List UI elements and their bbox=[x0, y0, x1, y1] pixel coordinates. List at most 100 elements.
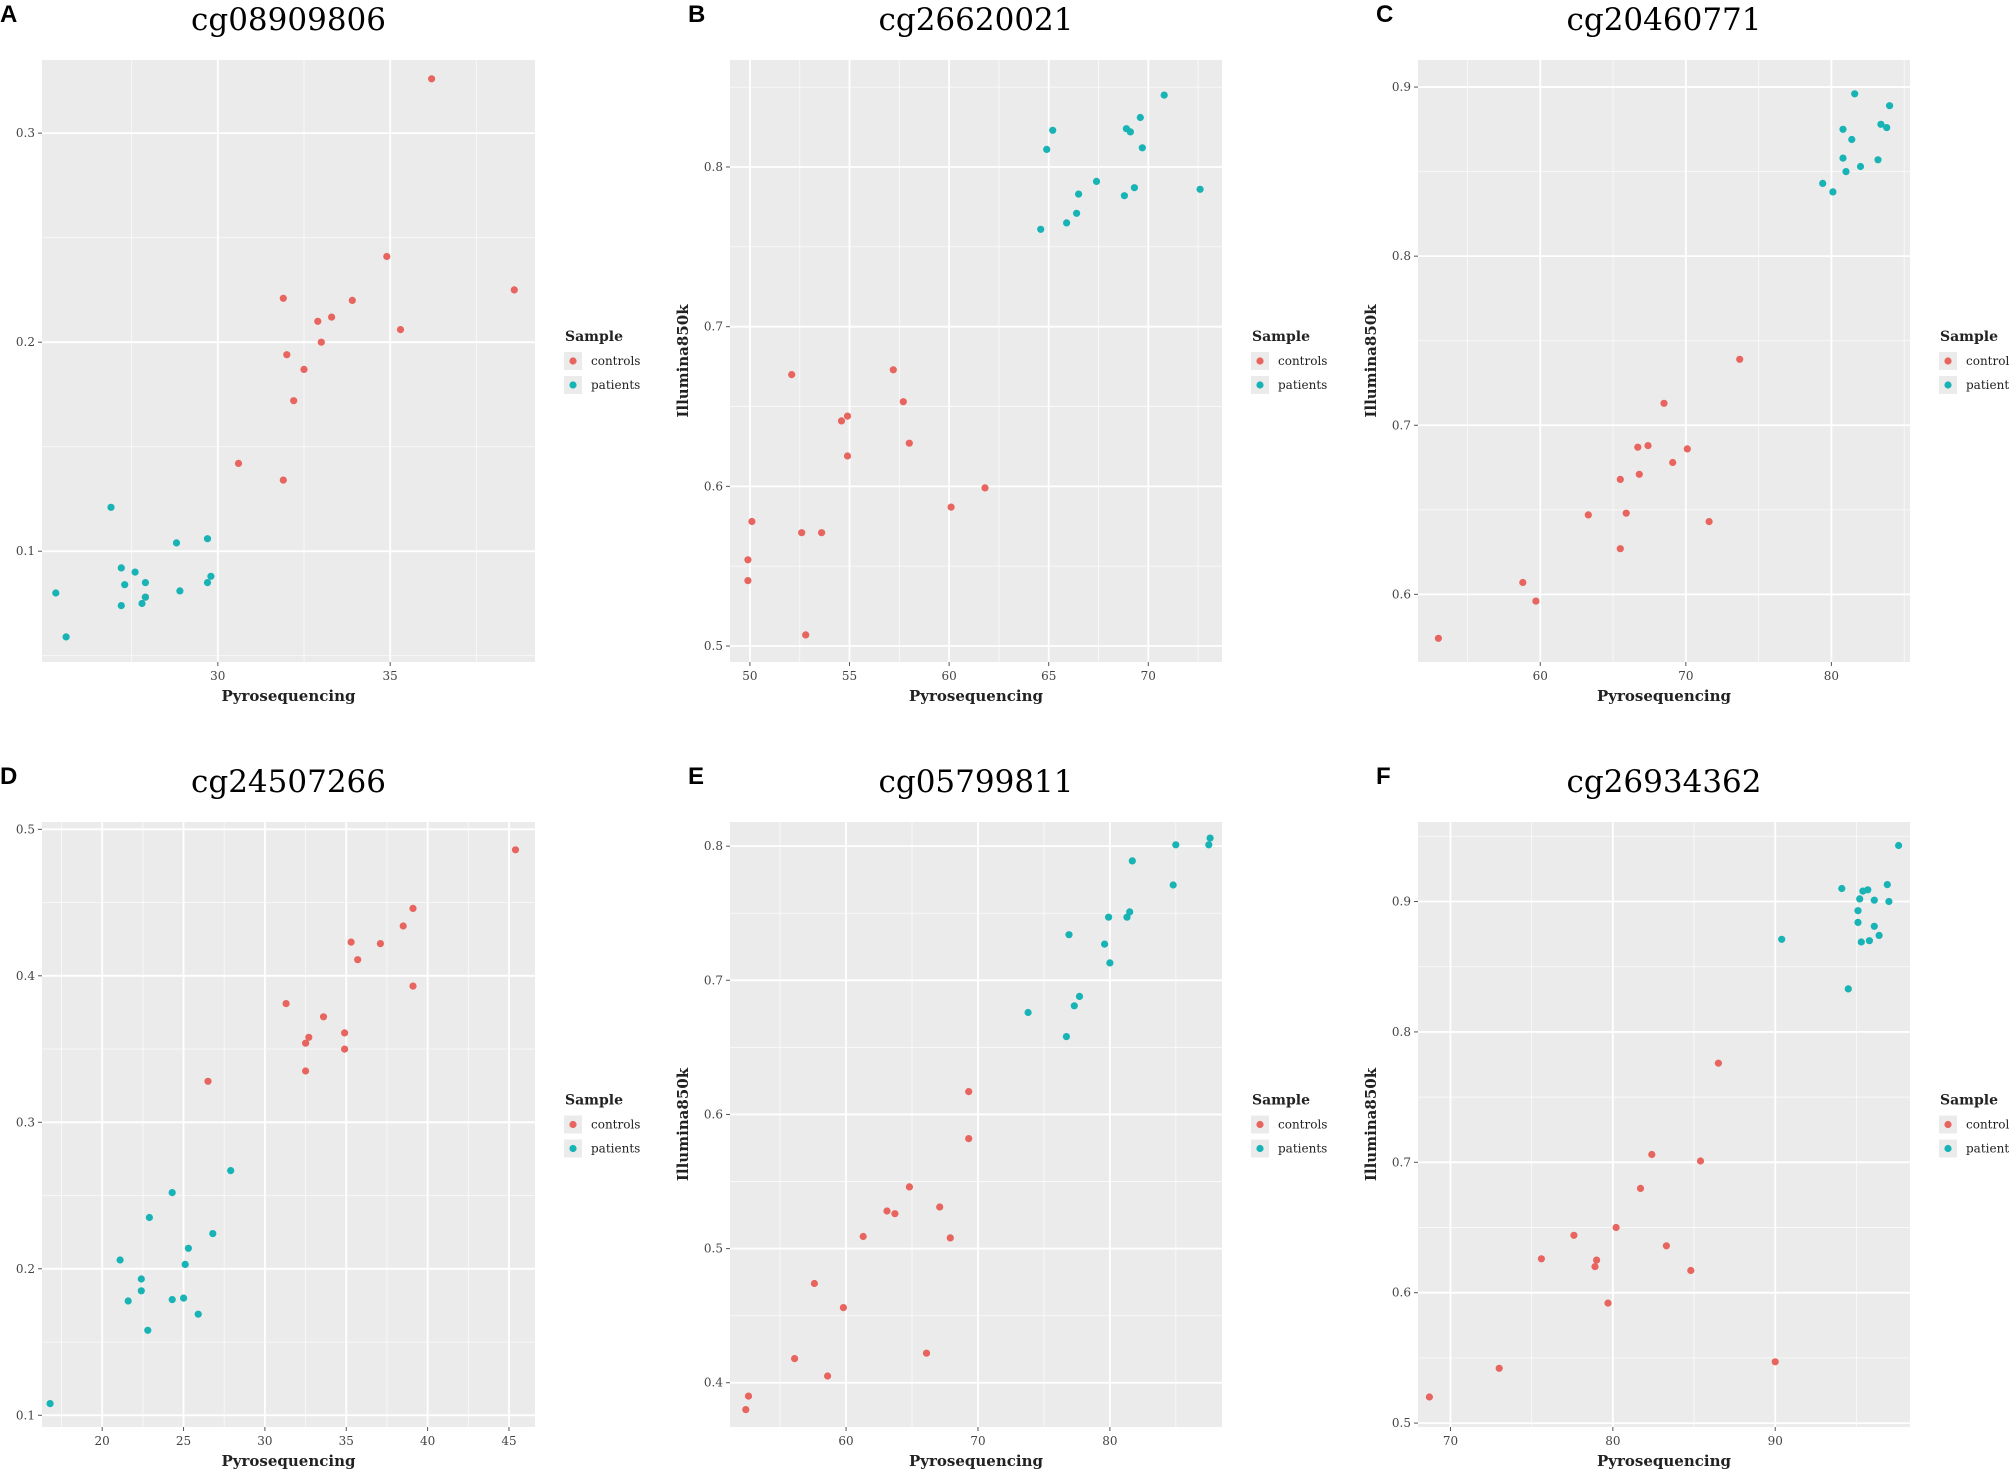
y-tick-label: 0.5 bbox=[1392, 1416, 1411, 1430]
data-point-patients-11 bbox=[141, 593, 149, 601]
data-point-controls-8 bbox=[1593, 1256, 1601, 1264]
chart-title: cg24507266 bbox=[191, 764, 386, 800]
data-point-controls-5 bbox=[1669, 458, 1677, 467]
chart-title: cg08909806 bbox=[191, 2, 386, 38]
chart-title: cg26934362 bbox=[1567, 764, 1762, 800]
x-tick-label: 60 bbox=[838, 1434, 853, 1448]
legend-label-controls: controls bbox=[1966, 1118, 2009, 1132]
data-point-controls-7 bbox=[1537, 1255, 1545, 1263]
data-point-patients-0 bbox=[1895, 841, 1903, 850]
data-point-patients-0 bbox=[1851, 90, 1859, 98]
data-point-controls-14 bbox=[802, 631, 810, 639]
data-point-patients-10 bbox=[1075, 190, 1083, 198]
y-tick-label: 0.3 bbox=[16, 126, 35, 140]
legend-key-patients bbox=[1944, 381, 1952, 389]
y-tick-label: 0.9 bbox=[1392, 80, 1411, 94]
data-point-patients-1 bbox=[1205, 841, 1213, 849]
data-point-patients-7 bbox=[141, 579, 149, 587]
y-tick-label: 0.7 bbox=[1392, 418, 1411, 432]
data-point-controls-1 bbox=[409, 904, 417, 913]
data-point-patients-9 bbox=[180, 1294, 188, 1302]
y-tick-label: 0.7 bbox=[1392, 1155, 1411, 1169]
data-point-patients-9 bbox=[1842, 168, 1850, 176]
data-point-controls-9 bbox=[341, 1029, 349, 1037]
data-point-patients-13 bbox=[1857, 938, 1865, 946]
y-axis-label: Illumina850k bbox=[1362, 1067, 1380, 1181]
data-point-patients-1 bbox=[168, 1189, 176, 1197]
data-point-patients-4 bbox=[131, 568, 139, 576]
data-point-patients-9 bbox=[1854, 918, 1862, 927]
data-point-controls-9 bbox=[839, 1304, 848, 1312]
legend-label-controls: controls bbox=[591, 354, 640, 368]
chart-title: cg05799811 bbox=[879, 764, 1074, 800]
y-tick-label: 0.6 bbox=[1392, 1286, 1411, 1300]
data-point-controls-6 bbox=[859, 1232, 867, 1241]
data-point-patients-3 bbox=[1128, 857, 1136, 865]
data-point-patients-8 bbox=[1854, 907, 1862, 915]
data-point-patients-1 bbox=[1136, 113, 1144, 122]
data-point-controls-3 bbox=[1636, 1184, 1645, 1192]
data-point-controls-12 bbox=[1771, 1358, 1779, 1366]
data-point-patients-0 bbox=[1206, 834, 1214, 842]
legend-key-patients bbox=[569, 1144, 577, 1153]
data-point-patients-11 bbox=[1075, 992, 1084, 1001]
legend-label-patients: patients bbox=[1278, 378, 1327, 392]
data-point-patients-12 bbox=[1070, 1002, 1078, 1010]
data-point-controls-6 bbox=[314, 317, 322, 325]
data-point-patients-14 bbox=[46, 1400, 54, 1408]
data-point-controls-13 bbox=[302, 1067, 310, 1075]
data-point-controls-12 bbox=[341, 1045, 349, 1053]
chart-title: cg26620021 bbox=[879, 2, 1074, 38]
data-point-controls-11 bbox=[1616, 545, 1624, 553]
data-point-controls-10 bbox=[305, 1033, 313, 1041]
y-axis-label: Illumina850k bbox=[0, 304, 4, 418]
panel-c: 60 70 80 0.6 0.7 0.8 0.9 C cg20460771 Pyrosequenc… bbox=[1362, 1, 2009, 705]
panel-e: 60 70 80 0.4 0.5 0.6 0.7 0.8 E cg05799811 Pyrosequ… bbox=[674, 763, 1327, 1470]
data-point-controls-14 bbox=[204, 1077, 212, 1085]
panel-letter: C bbox=[1376, 1, 1393, 28]
data-point-patients-1 bbox=[203, 535, 212, 543]
data-point-controls-14 bbox=[1425, 1393, 1433, 1401]
data-point-controls-6 bbox=[1635, 470, 1643, 478]
x-tick-label: 55 bbox=[842, 669, 857, 683]
legend-key-patients bbox=[569, 381, 577, 389]
y-tick-label: 0.3 bbox=[16, 1115, 35, 1129]
data-point-controls-1 bbox=[965, 1135, 973, 1143]
data-point-patients-12 bbox=[1865, 937, 1873, 945]
legend-label-controls: controls bbox=[1278, 354, 1327, 368]
data-point-controls-3 bbox=[1683, 445, 1691, 453]
data-point-controls-4 bbox=[837, 417, 846, 425]
data-point-patients-10 bbox=[1819, 179, 1827, 187]
data-point-controls-0 bbox=[889, 366, 897, 374]
data-point-patients-6 bbox=[1123, 913, 1131, 921]
x-tick-label: 70 bbox=[1678, 669, 1693, 683]
legend-key-controls bbox=[569, 1120, 577, 1129]
data-point-patients-3 bbox=[1883, 124, 1891, 132]
data-point-controls-2 bbox=[1644, 442, 1652, 450]
data-point-controls-10 bbox=[791, 1355, 799, 1363]
panel-f: 70 80 90 0.5 0.6 0.7 0.8 0.9 F cg26934362 Pyrosequ… bbox=[1362, 763, 2009, 1470]
x-axis-label: Pyrosequencing bbox=[1597, 1452, 1731, 1470]
data-point-controls-11 bbox=[302, 1039, 310, 1047]
legend-label-patients: patients bbox=[1966, 378, 2009, 392]
y-tick-label: 0.5 bbox=[16, 822, 35, 836]
x-tick-label: 45 bbox=[501, 1434, 516, 1448]
data-point-controls-13 bbox=[1495, 1364, 1503, 1372]
data-point-patients-11 bbox=[1120, 192, 1128, 200]
legend-key-controls bbox=[1256, 1120, 1264, 1129]
data-point-controls-8 bbox=[1584, 511, 1592, 519]
data-point-patients-8 bbox=[1130, 184, 1138, 192]
panel-b: 50 55 60 65 70 0.5 0.6 0.7 0.8 B cg26620021 Pyroseq… bbox=[674, 1, 1327, 705]
x-tick-label: 70 bbox=[1443, 1434, 1458, 1448]
data-point-controls-1 bbox=[788, 371, 796, 379]
x-tick-label: 35 bbox=[339, 1434, 354, 1448]
data-point-patients-10 bbox=[1106, 959, 1114, 967]
y-tick-label: 0.6 bbox=[704, 1107, 723, 1121]
data-point-controls-13 bbox=[744, 577, 752, 585]
x-axis-label: Pyrosequencing bbox=[909, 687, 1043, 705]
data-point-controls-7 bbox=[981, 484, 989, 492]
x-tick-label: 80 bbox=[1102, 1434, 1117, 1448]
data-point-patients-6 bbox=[1839, 154, 1847, 162]
data-point-controls-0 bbox=[428, 75, 436, 83]
